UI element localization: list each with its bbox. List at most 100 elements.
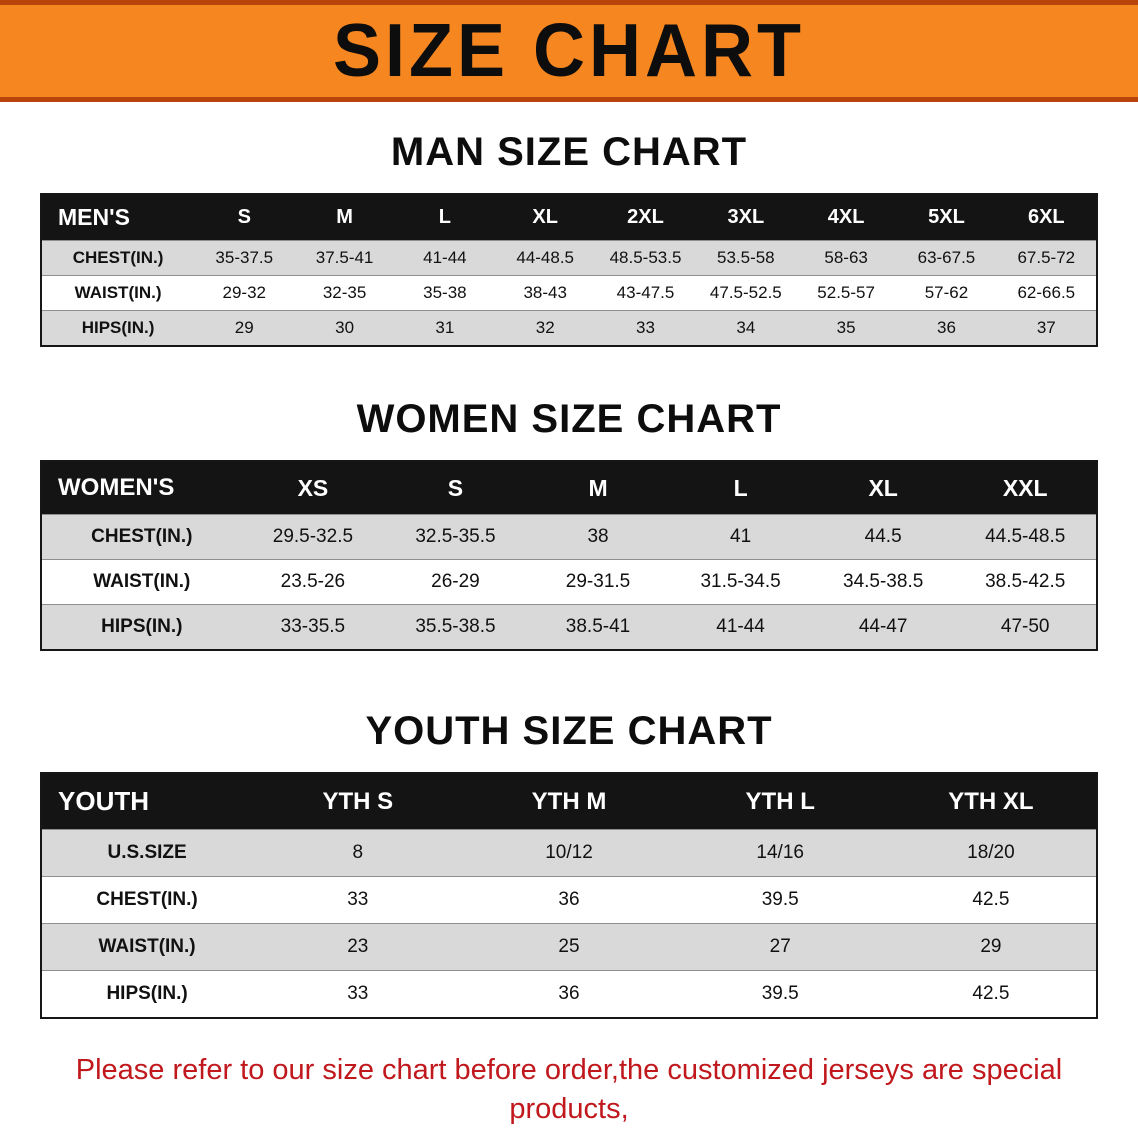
size-value-cell: 44.5: [811, 514, 955, 560]
size-value-cell: 30: [294, 310, 395, 346]
size-value-cell: 38.5-41: [526, 604, 670, 650]
size-value-cell: 18/20: [885, 829, 1097, 877]
table-header-row: MEN'S S M L XL 2XL 3XL 4XL 5XL 6XL: [41, 194, 1097, 241]
row-label: CHEST(IN.): [41, 240, 195, 276]
size-value-cell: 37: [996, 310, 1097, 346]
women-size-section: WOMEN SIZE CHART WOMEN'S XS S M L XL XXL CHEST(…: [0, 397, 1138, 651]
table-row: WAIST(IN.) 23.5-26 26-29 29-31.5 31.5-34.5 34…: [41, 559, 1097, 605]
size-column-header: 5XL: [896, 194, 997, 241]
size-column-header: XL: [495, 194, 596, 241]
man-section-heading: MAN SIZE CHART: [390, 130, 748, 174]
mens-size-table-wrap: MEN'S S M L XL 2XL 3XL 4XL 5XL 6XL CHEST(IN.) 35-37…: [40, 193, 1098, 347]
size-value-cell: 42.5: [885, 876, 1097, 924]
size-value-cell: 32.5-35.5: [384, 514, 527, 560]
footer-notice: Please refer to our size chart before or…: [22, 1051, 1116, 1132]
size-value-cell: 35-38: [394, 275, 496, 311]
size-value-cell: 32: [495, 310, 596, 346]
size-column-header: 6XL: [996, 194, 1097, 241]
table-row: WAIST(IN.) 29-32 32-35 35-38 38-43 43-47.5 47.…: [41, 275, 1097, 311]
table-row: HIPS(IN.) 33 36 39.5 42.5: [41, 970, 1097, 1018]
size-value-cell: 39.5: [674, 970, 886, 1018]
size-column-header: XXL: [954, 461, 1097, 515]
row-label: WAIST(IN.): [41, 275, 195, 311]
table-title-cell: MEN'S: [41, 194, 195, 241]
youth-size-table: YOUTH YTH S YTH M YTH L YTH XL U.S.SIZE 8 10/12…: [40, 772, 1098, 1019]
size-value-cell: 35: [795, 310, 897, 346]
size-value-cell: 44.5-48.5: [954, 514, 1097, 560]
table-row: HIPS(IN.) 33-35.5 35.5-38.5 38.5-41 41-44 44-…: [41, 604, 1097, 650]
women-section-heading: WOMEN SIZE CHART: [356, 397, 782, 441]
size-value-cell: 48.5-53.5: [595, 240, 696, 276]
table-row: CHEST(IN.) 35-37.5 37.5-41 41-44 44-48.5 48.5…: [41, 240, 1097, 276]
size-value-cell: 39.5: [674, 876, 886, 924]
size-value-cell: 35-37.5: [194, 240, 295, 276]
size-value-cell: 44-47: [811, 604, 955, 650]
youth-section-heading: YOUTH SIZE CHART: [365, 709, 773, 753]
size-column-header: L: [669, 461, 812, 515]
size-value-cell: 52.5-57: [795, 275, 897, 311]
size-value-cell: 47-50: [954, 604, 1097, 650]
size-value-cell: 27: [674, 923, 886, 971]
size-value-cell: 25: [463, 923, 675, 971]
youth-size-table-wrap: YOUTH YTH S YTH M YTH L YTH XL U.S.SIZE 8 10/12…: [40, 772, 1098, 1019]
size-value-cell: 36: [463, 970, 675, 1018]
footer-line-1: Please refer to our size chart before or…: [75, 1054, 1063, 1126]
size-value-cell: 29: [194, 310, 295, 346]
size-value-cell: 41: [669, 514, 812, 560]
table-row: HIPS(IN.) 29 30 31 32 33 34 35 36 37: [41, 310, 1097, 346]
size-value-cell: 37.5-41: [294, 240, 395, 276]
size-column-header: M: [294, 194, 395, 241]
size-value-cell: 29: [885, 923, 1097, 971]
size-value-cell: 31: [394, 310, 496, 346]
size-column-header: XL: [811, 461, 955, 515]
row-label: CHEST(IN.): [41, 876, 253, 924]
mens-size-table: MEN'S S M L XL 2XL 3XL 4XL 5XL 6XL CHEST(IN.) 35-37…: [40, 193, 1098, 347]
table-row: CHEST(IN.) 29.5-32.5 32.5-35.5 38 41 44.5 44.5…: [41, 514, 1097, 560]
size-column-header: 4XL: [795, 194, 897, 241]
table-row: CHEST(IN.) 33 36 39.5 42.5: [41, 876, 1097, 924]
size-column-header: 2XL: [595, 194, 696, 241]
size-value-cell: 23: [252, 923, 464, 971]
size-value-cell: 29-32: [194, 275, 295, 311]
womens-size-table: WOMEN'S XS S M L XL XXL CHEST(IN.) 29.5-32.5 32.5…: [40, 460, 1098, 651]
size-value-cell: 35.5-38.5: [384, 604, 527, 650]
size-chart-content: MAN SIZE CHART MEN'S S M L XL 2XL 3XL 4XL 5XL 6XL…: [0, 130, 1138, 1132]
row-label: WAIST(IN.): [41, 923, 253, 971]
size-value-cell: 36: [896, 310, 997, 346]
size-value-cell: 14/16: [674, 829, 886, 877]
size-value-cell: 33: [252, 876, 464, 924]
table-header-row: YOUTH YTH S YTH M YTH L YTH XL: [41, 773, 1097, 830]
size-column-header: 3XL: [695, 194, 796, 241]
size-value-cell: 63-67.5: [896, 240, 997, 276]
row-label: U.S.SIZE: [41, 829, 253, 877]
row-label: WAIST(IN.): [41, 559, 242, 605]
size-column-header: L: [394, 194, 496, 241]
size-value-cell: 10/12: [463, 829, 675, 877]
size-column-header: YTH XL: [885, 773, 1097, 830]
size-value-cell: 34: [695, 310, 796, 346]
womens-size-table-wrap: WOMEN'S XS S M L XL XXL CHEST(IN.) 29.5-32.5 32.5…: [40, 460, 1098, 651]
row-label: HIPS(IN.): [41, 310, 195, 346]
youth-size-section: YOUTH SIZE CHART YOUTH YTH S YTH M YTH L YTH…: [0, 709, 1138, 1019]
size-value-cell: 33-35.5: [241, 604, 385, 650]
size-value-cell: 29.5-32.5: [241, 514, 385, 560]
man-size-section: MAN SIZE CHART MEN'S S M L XL 2XL 3XL 4XL 5XL 6XL…: [0, 130, 1138, 347]
size-column-header: S: [384, 461, 527, 515]
size-value-cell: 8: [252, 829, 464, 877]
size-value-cell: 47.5-52.5: [695, 275, 796, 311]
size-value-cell: 58-63: [795, 240, 897, 276]
size-value-cell: 32-35: [294, 275, 395, 311]
size-value-cell: 29-31.5: [526, 559, 670, 605]
size-value-cell: 67.5-72: [996, 240, 1097, 276]
table-row: U.S.SIZE 8 10/12 14/16 18/20: [41, 829, 1097, 877]
table-header-row: WOMEN'S XS S M L XL XXL: [41, 461, 1097, 515]
size-column-header: YTH S: [252, 773, 464, 830]
size-value-cell: 34.5-38.5: [811, 559, 955, 605]
row-label: CHEST(IN.): [41, 514, 242, 560]
banner-title: SIZE CHART: [333, 9, 805, 94]
table-title-cell: WOMEN'S: [41, 461, 242, 515]
size-value-cell: 42.5: [885, 970, 1097, 1018]
size-column-header: M: [526, 461, 670, 515]
size-value-cell: 26-29: [384, 559, 527, 605]
